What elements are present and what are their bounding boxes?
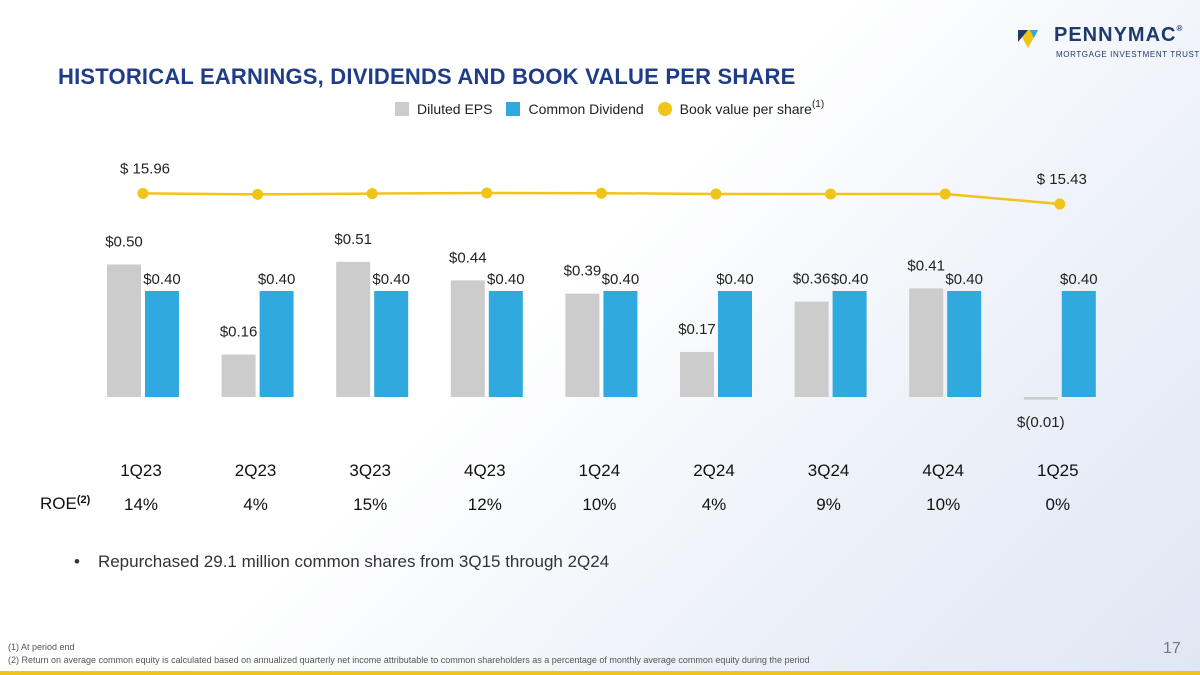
- category-label: 4Q23: [464, 461, 506, 480]
- book-value-point: [939, 188, 951, 200]
- category-label: 1Q25: [1037, 461, 1079, 480]
- dividend-data-label: $0.40: [1060, 271, 1098, 288]
- eps-data-label: $0.36: [793, 271, 831, 288]
- category-label: 4Q24: [922, 461, 964, 480]
- dividend-bar: [374, 291, 409, 397]
- chart-legend: Diluted EPS Common Dividend Book value p…: [395, 99, 825, 117]
- book-value-label: $ 15.43: [1037, 171, 1087, 188]
- book-value-point: [366, 188, 378, 200]
- book-value-point: [137, 187, 149, 199]
- logo-registered-mark: ®: [1176, 24, 1184, 33]
- category-label: 3Q23: [349, 461, 391, 480]
- roe-row-label: ROE(2): [40, 494, 91, 513]
- roe-value: 4%: [243, 495, 268, 514]
- eps-bar: [221, 354, 256, 397]
- dividend-data-label: $0.40: [143, 271, 181, 288]
- legend-item-eps: Diluted EPS: [395, 101, 492, 117]
- eps-bar: [680, 351, 714, 397]
- roe-value: 10%: [926, 495, 960, 514]
- eps-bar: [336, 261, 371, 397]
- dividend-data-label: $0.40: [716, 271, 754, 288]
- book-value-point: [252, 188, 264, 200]
- dividend-bar: [259, 291, 294, 397]
- bottom-accent-strip: [0, 671, 1200, 675]
- eps-bar: [107, 264, 141, 397]
- dividend-bar: [1061, 291, 1096, 397]
- category-label: 2Q23: [235, 461, 277, 480]
- dividend-data-label: $0.40: [602, 271, 640, 288]
- dividend-bar: [718, 291, 752, 397]
- eps-data-label: $0.16: [220, 324, 258, 341]
- book-value-point: [1054, 198, 1066, 210]
- roe-value: 15%: [353, 495, 387, 514]
- dividend-bar: [603, 291, 638, 397]
- eps-bar: [794, 301, 829, 397]
- category-label: 2Q24: [693, 461, 735, 480]
- legend-swatch-eps: [395, 102, 409, 116]
- legend-label-bvps: Book value per share(1): [679, 99, 825, 117]
- dividend-data-label: $0.40: [945, 271, 983, 288]
- book-value-point: [710, 188, 722, 200]
- book-value-label: $ 15.96: [120, 160, 170, 177]
- eps-data-label: $0.39: [564, 263, 602, 280]
- eps-bar: [1023, 397, 1058, 400]
- eps-bar: [909, 288, 944, 397]
- book-value-point: [481, 187, 493, 199]
- footnote-1: (1) At period end: [8, 642, 75, 652]
- legend-swatch-bvps: [657, 102, 672, 116]
- logo-tagline: MORTGAGE INVESTMENT TRUST: [1056, 50, 1200, 59]
- page-number: 17: [1163, 640, 1181, 657]
- eps-bar: [450, 280, 485, 397]
- roe-value: 0%: [1046, 495, 1071, 514]
- eps-bar: [565, 293, 600, 397]
- roe-value: 9%: [816, 495, 841, 514]
- logo-name: PENNYMAC®: [1054, 24, 1184, 46]
- eps-data-label: $0.17: [678, 321, 716, 338]
- legend-item-dividend: Common Dividend: [506, 101, 644, 117]
- dividend-bar: [947, 291, 982, 397]
- legend-label-eps: Diluted EPS: [417, 101, 493, 117]
- dividend-bar: [832, 291, 867, 397]
- page-title: HISTORICAL EARNINGS, DIVIDENDS AND BOOK …: [58, 64, 796, 89]
- category-label: 3Q24: [808, 461, 850, 480]
- bullet-point: • Repurchased 29.1 million common shares …: [74, 552, 610, 571]
- roe-value: 12%: [468, 495, 502, 514]
- legend-swatch-dividend: [506, 102, 521, 116]
- book-value-point: [595, 187, 607, 199]
- dividend-bar: [145, 291, 179, 397]
- roe-value: 4%: [702, 495, 727, 514]
- legend-item-bvps: Book value per share(1): [657, 99, 825, 117]
- dividend-data-label: $0.40: [258, 271, 296, 288]
- roe-value: 14%: [124, 495, 158, 514]
- eps-data-label: $0.51: [334, 231, 372, 248]
- footnote-2: (2) Return on average common equity is c…: [8, 655, 810, 665]
- dividend-data-label: $0.40: [372, 271, 410, 288]
- dividend-data-label: $0.40: [487, 271, 525, 288]
- dividend-bar: [488, 291, 523, 397]
- eps-data-label: $0.44: [449, 249, 487, 266]
- logo-mark-icon: [1018, 30, 1038, 48]
- book-value-point: [825, 188, 837, 200]
- dividend-data-label: $0.40: [831, 271, 869, 288]
- eps-data-label: $(0.01): [1017, 414, 1065, 431]
- eps-data-label: $0.50: [105, 234, 143, 251]
- eps-data-label: $0.41: [907, 257, 945, 274]
- roe-value: 10%: [582, 495, 616, 514]
- legend-label-dividend: Common Dividend: [528, 101, 644, 117]
- category-label: 1Q24: [579, 461, 621, 480]
- category-label: 1Q23: [120, 461, 162, 480]
- company-logo: PENNYMAC® MORTGAGE INVESTMENT TRUST: [1016, 22, 1199, 64]
